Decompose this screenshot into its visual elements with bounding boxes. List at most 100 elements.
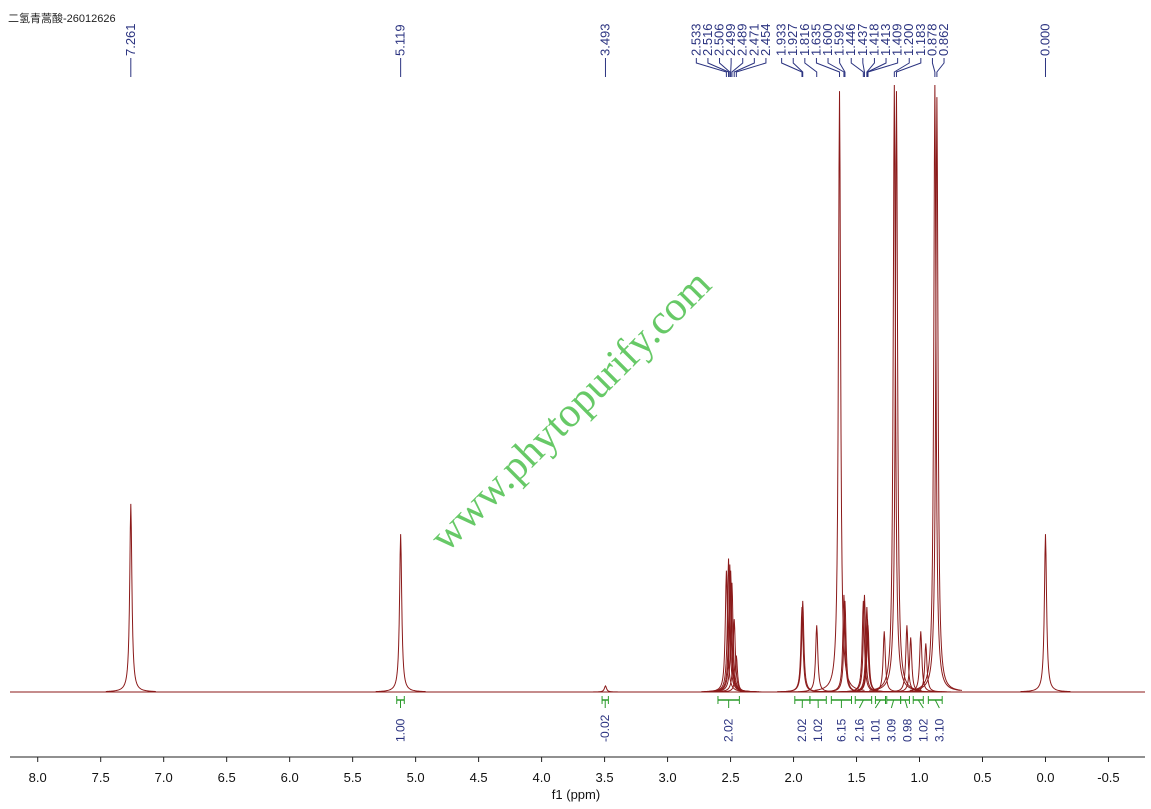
peak-label-connector bbox=[936, 58, 945, 77]
x-tick-label: 7.0 bbox=[155, 770, 173, 785]
x-tick-label: 3.0 bbox=[659, 770, 677, 785]
peak-label: 2.454 bbox=[758, 23, 773, 56]
peak bbox=[375, 534, 426, 693]
peak-label: 2.471 bbox=[746, 23, 761, 56]
integral-label: 1.02 bbox=[916, 718, 930, 742]
peak bbox=[869, 84, 920, 691]
peak-label: 2.499 bbox=[723, 23, 738, 56]
peak-label: 2.506 bbox=[712, 23, 727, 56]
x-tick-label: -0.5 bbox=[1097, 770, 1119, 785]
peak-label-connector bbox=[781, 58, 803, 77]
x-tick-label: 6.0 bbox=[281, 770, 299, 785]
peak-label-connector bbox=[893, 58, 910, 77]
x-tick-label: 2.5 bbox=[722, 770, 740, 785]
peak-label: 1.816 bbox=[797, 23, 812, 56]
peak-label: 1.437 bbox=[855, 23, 870, 56]
peak bbox=[580, 685, 631, 693]
peak-label-connector bbox=[850, 58, 864, 77]
peak-label: 1.409 bbox=[890, 23, 905, 56]
chart-title: 二氢青蒿酸-26012626 bbox=[8, 11, 116, 25]
peak-label-connector bbox=[867, 58, 899, 77]
x-tick-label: 1.5 bbox=[847, 770, 865, 785]
peak-label: 7.261 bbox=[123, 23, 138, 56]
integral-connector bbox=[858, 699, 864, 709]
peak-label-connector bbox=[839, 58, 846, 77]
peak-label: 1.927 bbox=[785, 23, 800, 56]
integral-label: 1.02 bbox=[811, 718, 825, 742]
integral-label: 2.02 bbox=[722, 718, 736, 742]
peak-label-connector bbox=[804, 58, 818, 77]
x-tick-label: 0.0 bbox=[1036, 770, 1054, 785]
peak-label: 1.418 bbox=[866, 23, 881, 56]
peak-label-connector bbox=[862, 58, 865, 77]
integral-label: 0.98 bbox=[900, 718, 914, 742]
x-tick-label: 3.5 bbox=[596, 770, 614, 785]
integral-label: 6.15 bbox=[834, 718, 848, 742]
peak bbox=[885, 637, 936, 693]
integral-connector bbox=[934, 699, 940, 709]
x-tick-label: 4.0 bbox=[533, 770, 551, 785]
peak-label-connector bbox=[931, 58, 936, 77]
integral-label: 1.00 bbox=[394, 718, 408, 742]
peak-label-connector bbox=[733, 58, 755, 77]
peak bbox=[105, 503, 156, 692]
peak-label: 2.516 bbox=[700, 23, 715, 56]
peak-label: 1.600 bbox=[820, 23, 835, 56]
peak bbox=[814, 91, 865, 691]
peak-label-connector bbox=[719, 58, 731, 77]
integral-connector bbox=[890, 699, 895, 709]
integral-label: 3.10 bbox=[932, 718, 946, 742]
x-tick-label: 0.5 bbox=[973, 770, 991, 785]
x-axis-title: f1 (ppm) bbox=[552, 787, 600, 802]
peak bbox=[791, 625, 842, 693]
peak-label: 0.878 bbox=[924, 23, 939, 56]
peak-label-connector bbox=[866, 58, 875, 77]
peak-label-connector bbox=[695, 58, 727, 77]
peak bbox=[711, 655, 762, 693]
peak-label-connector bbox=[866, 58, 887, 77]
peak-label: 3.493 bbox=[597, 23, 612, 56]
peak-label: 0.000 bbox=[1037, 23, 1052, 56]
peak-label: 1.635 bbox=[808, 23, 823, 56]
peak-label: 1.933 bbox=[774, 23, 789, 56]
peak-label-connector bbox=[731, 58, 744, 77]
integral-label: 1.01 bbox=[868, 718, 882, 742]
peak-label-connector bbox=[735, 58, 767, 77]
peak-label: 1.592 bbox=[832, 23, 847, 56]
integral-label: -0.02 bbox=[598, 714, 612, 742]
peak bbox=[909, 84, 960, 691]
peak-label: 2.533 bbox=[688, 23, 703, 56]
peak bbox=[871, 91, 922, 691]
x-tick-label: 8.0 bbox=[29, 770, 47, 785]
x-tick-label: 7.5 bbox=[92, 770, 110, 785]
peak-label: 5.119 bbox=[393, 24, 408, 56]
x-tick-label: 2.0 bbox=[785, 770, 803, 785]
integral-connector bbox=[917, 699, 924, 709]
peak-label: 1.200 bbox=[901, 23, 916, 56]
integral-label: 2.02 bbox=[795, 718, 809, 742]
x-tick-label: 5.0 bbox=[407, 770, 425, 785]
watermark: www.phytopurify.com bbox=[421, 261, 720, 560]
peak-label-connector bbox=[707, 58, 730, 77]
peak-label: 1.413 bbox=[878, 23, 893, 56]
peak-label-connector bbox=[815, 58, 841, 77]
x-tick-label: 4.5 bbox=[470, 770, 488, 785]
peak-label: 1.183 bbox=[913, 23, 928, 56]
integral-label: 2.16 bbox=[852, 718, 866, 742]
integral-connector bbox=[874, 699, 881, 709]
x-tick-label: 1.0 bbox=[910, 770, 928, 785]
peak-label: 1.446 bbox=[843, 23, 858, 56]
integral-label: 3.09 bbox=[884, 718, 898, 742]
peak-label-connector bbox=[827, 58, 845, 77]
x-tick-label: 6.5 bbox=[218, 770, 236, 785]
peak bbox=[911, 97, 962, 691]
peak-label: 0.862 bbox=[936, 23, 951, 56]
peak bbox=[1020, 534, 1071, 693]
peak-label-connector bbox=[792, 58, 804, 77]
integral-connector bbox=[904, 699, 908, 709]
x-tick-label: 5.5 bbox=[344, 770, 362, 785]
peak bbox=[900, 643, 951, 693]
peak-label: 2.489 bbox=[735, 23, 750, 56]
peak-label-connector bbox=[895, 58, 922, 77]
